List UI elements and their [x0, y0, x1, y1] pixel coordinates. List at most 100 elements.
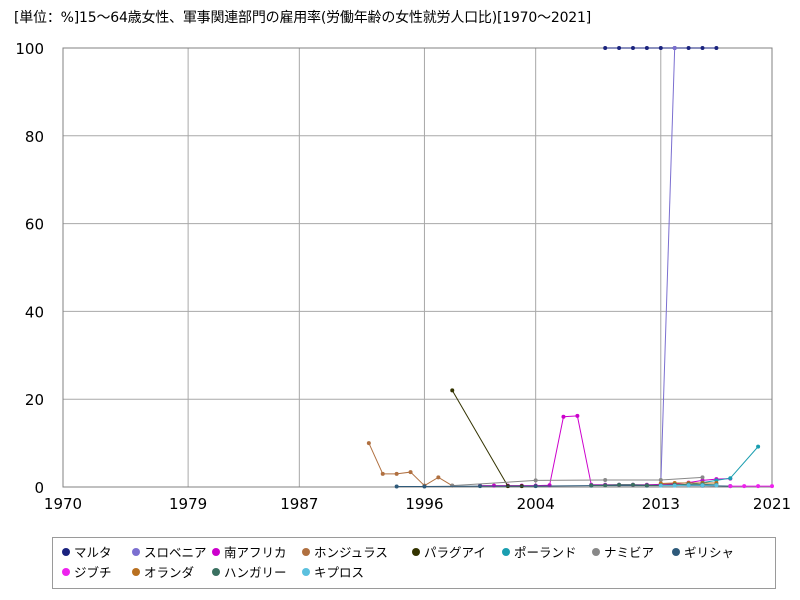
- grid-lines: [62, 47, 773, 488]
- legend-item: マルタ: [62, 542, 112, 561]
- data-point: [366, 441, 371, 446]
- legend-label: ギリシャ: [684, 545, 735, 560]
- data-point: [756, 444, 761, 449]
- series-ホンジュラス: [366, 441, 455, 488]
- legend-marker: [212, 567, 220, 576]
- data-point: [603, 483, 608, 488]
- data-point: [394, 484, 399, 489]
- x-tick-label: 2021: [753, 495, 791, 513]
- data-point: [394, 471, 399, 476]
- legend: マルタ スロベニア 南アフリカ ホンジュラス パラグアイ ポーランド ナミビア ギリシャジブチ…: [52, 537, 776, 589]
- legend-item: ハンガリー: [212, 562, 287, 581]
- series-line: [591, 483, 717, 486]
- data-point: [533, 478, 538, 483]
- legend-label: 南アフリカ: [224, 545, 287, 560]
- legend-label: オランダ: [144, 565, 195, 580]
- series-line: [660, 47, 676, 485]
- legend-marker: [212, 547, 220, 556]
- data-point: [436, 475, 441, 480]
- data-point: [533, 484, 538, 489]
- legend-marker: [502, 547, 510, 556]
- x-tick-label: 2013: [642, 495, 680, 513]
- data-point: [658, 46, 663, 50]
- data-point: [422, 484, 427, 489]
- series-ジブチ: [728, 484, 774, 489]
- series-マルタ: [603, 46, 719, 50]
- data-point: [603, 477, 608, 482]
- data-point: [658, 483, 663, 488]
- legend-marker: [672, 547, 680, 556]
- data-point: [575, 413, 580, 418]
- legend-label: パラグアイ: [424, 545, 486, 560]
- legend-item: オランダ: [132, 562, 194, 581]
- series-line: [480, 415, 731, 487]
- x-tick-label: 2004: [517, 495, 555, 513]
- legend-item: ジブチ: [62, 562, 112, 581]
- data-point: [714, 483, 719, 488]
- data-series: [366, 46, 774, 489]
- legend-item: スロベニア: [132, 542, 207, 561]
- data-point: [547, 483, 552, 488]
- data-point: [603, 46, 608, 50]
- legend-item: ホンジュラス: [302, 542, 388, 561]
- axis-ticks: 1970 1979 1987 1996 2004 2013 2021 0 20 40 60 80 100: [15, 40, 791, 513]
- y-tick-label: 60: [25, 216, 44, 234]
- series-ポーランド: [686, 444, 761, 487]
- data-point: [728, 476, 733, 481]
- data-point: [408, 470, 413, 475]
- legend-marker: [592, 547, 600, 556]
- x-tick-label: 1970: [44, 495, 82, 513]
- series-キプロス: [658, 483, 719, 488]
- series-スロベニア: [658, 46, 677, 487]
- data-point: [700, 475, 705, 480]
- series-パラグアイ: [450, 388, 524, 489]
- legend-marker: [302, 547, 310, 556]
- data-point: [617, 46, 622, 50]
- x-tick-label: 1987: [280, 495, 318, 513]
- data-point: [742, 484, 747, 489]
- legend-label: キプロス: [314, 565, 365, 580]
- legend-item: 南アフリカ: [212, 542, 287, 561]
- data-point: [630, 482, 635, 487]
- y-tick-label: 20: [25, 391, 44, 409]
- data-point: [672, 483, 677, 488]
- data-point: [450, 388, 455, 393]
- data-point: [756, 484, 761, 489]
- legend-marker: [62, 547, 70, 556]
- data-point: [561, 414, 566, 419]
- legend-label: ハンガリー: [224, 565, 287, 580]
- y-tick-label: 80: [25, 128, 44, 146]
- chart-title: [単位：%]15～64歳女性、軍事関連部門の雇用率(労働年齢の女性就労人口比)[…: [14, 10, 591, 26]
- legend-item: ギリシャ: [672, 542, 734, 561]
- y-tick-label: 100: [15, 40, 44, 58]
- series-南アフリカ: [478, 413, 733, 488]
- legend-marker: [132, 547, 140, 556]
- legend-marker: [62, 567, 70, 576]
- legend-label: スロベニア: [144, 545, 207, 560]
- x-tick-label: 1996: [405, 495, 443, 513]
- y-tick-label: 0: [34, 479, 44, 497]
- legend-label: ナミビア: [604, 545, 655, 560]
- data-point: [700, 483, 705, 488]
- series-line: [451, 390, 522, 487]
- legend-label: ホンジュラス: [314, 545, 388, 560]
- data-point: [450, 483, 455, 488]
- legend-marker: [412, 547, 420, 556]
- data-point: [672, 46, 677, 50]
- data-point: [770, 484, 774, 489]
- data-point: [589, 483, 594, 488]
- data-point: [617, 482, 622, 487]
- legend-item: ナミビア: [592, 542, 654, 561]
- data-point: [380, 471, 385, 476]
- legend-item: ポーランド: [502, 542, 577, 561]
- series-ハンガリー: [589, 482, 719, 488]
- plot-area: [62, 47, 773, 488]
- data-point: [714, 46, 719, 50]
- legend-item: キプロス: [302, 562, 364, 581]
- legend-item: パラグアイ: [412, 542, 486, 561]
- series-line: [368, 442, 453, 487]
- data-point: [630, 46, 635, 50]
- data-point: [700, 46, 705, 50]
- x-tick-label: 1979: [169, 495, 207, 513]
